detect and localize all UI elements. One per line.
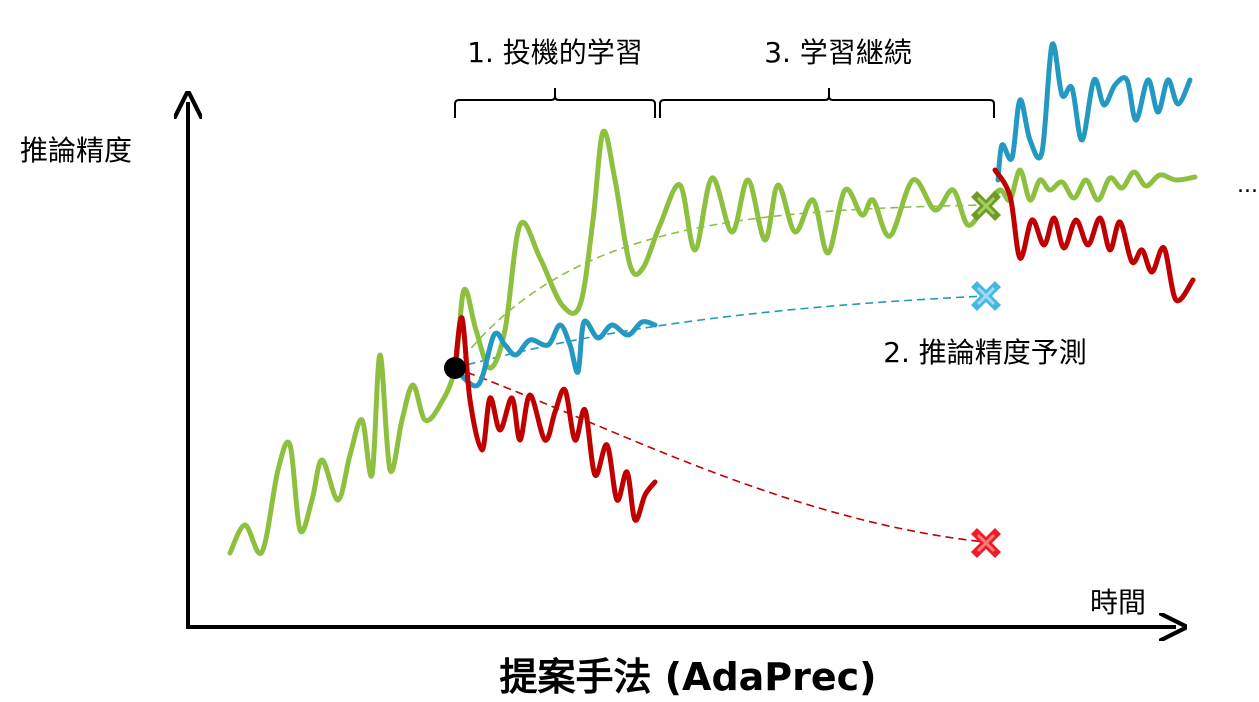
- blue-speculative-curve: [452, 318, 658, 389]
- brace-continue-learning: [659, 88, 995, 118]
- red-trend-dashed: [454, 367, 986, 543]
- step3-label: 3. 学習継続: [764, 36, 912, 69]
- diagram-title: 提案手法 (AdaPrec): [499, 655, 876, 699]
- green-continued-curve: [982, 167, 1198, 208]
- step1-label: 1. 投機的学習: [467, 36, 643, 69]
- green-prediction-marker: [971, 191, 1001, 221]
- blue-continued-curve: [995, 41, 1193, 183]
- red-speculative-curve: [452, 315, 658, 523]
- ellipsis-label: ...: [1237, 173, 1258, 198]
- y-axis-label: 推論精度: [20, 134, 132, 167]
- step2-label: 2. 推論精度予測: [883, 336, 1087, 369]
- branch-point: [444, 357, 466, 379]
- green-trend-dashed: [454, 204, 986, 369]
- brace-speculative-learning: [454, 88, 656, 118]
- green-training-curve: [227, 128, 1003, 556]
- blue-trend-dashed: [454, 295, 986, 369]
- x-axis-label: 時間: [1090, 586, 1146, 619]
- blue-prediction-marker: [971, 281, 1001, 311]
- red-prediction-marker: [971, 528, 1001, 558]
- red-continued-curve: [992, 167, 1196, 304]
